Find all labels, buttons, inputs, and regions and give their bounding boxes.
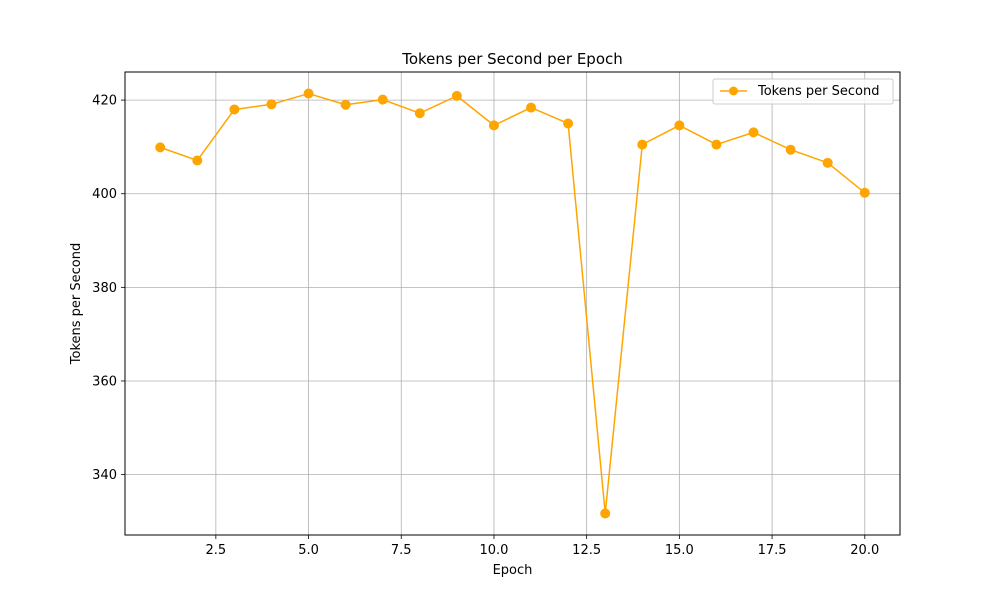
y-tick-label: 380 [92, 281, 117, 296]
legend: Tokens per Second [712, 78, 894, 105]
data-point [377, 94, 388, 105]
data-point [266, 99, 277, 110]
data-point [303, 88, 314, 99]
data-point [526, 102, 537, 113]
x-axis-label: Epoch [493, 563, 533, 578]
legend-marker-sample [729, 86, 738, 96]
x-tick-label: 5.0 [298, 543, 319, 558]
data-point [414, 108, 425, 119]
y-axis-label: Tokens per Second [69, 243, 84, 365]
data-point [711, 139, 722, 150]
data-point [340, 99, 351, 110]
y-tick-label: 340 [92, 468, 117, 483]
x-axis-ticks: 2.5 5.0 7.5 10.0 12.5 15.0 17.5 20.0 [206, 535, 879, 558]
data-point [674, 120, 685, 131]
data-point [600, 508, 611, 519]
plot-frame [124, 71, 901, 536]
x-tick-label: 2.5 [206, 543, 227, 558]
x-tick-label: 12.5 [572, 543, 601, 558]
y-tick-label: 420 [92, 94, 117, 109]
x-tick-label: 10.0 [479, 543, 508, 558]
y-axis-ticks: 340 360 380 400 420 [92, 94, 125, 483]
data-point [229, 104, 240, 115]
data-point [748, 127, 759, 138]
grid-lines [125, 72, 900, 535]
data-point [155, 142, 166, 153]
x-tick-label: 7.5 [391, 543, 412, 558]
data-point [563, 118, 574, 129]
x-tick-label: 20.0 [850, 543, 879, 558]
y-tick-label: 360 [92, 374, 117, 389]
series-line [159, 92, 866, 515]
data-point [859, 187, 870, 198]
legend-box [712, 78, 894, 105]
data-point [192, 155, 203, 166]
data-point [822, 157, 833, 168]
data-point [451, 90, 462, 101]
x-tick-label: 17.5 [758, 543, 787, 558]
data-point [785, 144, 796, 155]
legend-label: Tokens per Second [757, 84, 879, 99]
data-point [637, 139, 648, 150]
series-layer [155, 88, 870, 519]
y-tick-label: 400 [92, 187, 117, 202]
data-point [488, 120, 499, 131]
chart-title: Tokens per Second per Epoch [401, 50, 623, 68]
x-tick-label: 15.0 [665, 543, 694, 558]
